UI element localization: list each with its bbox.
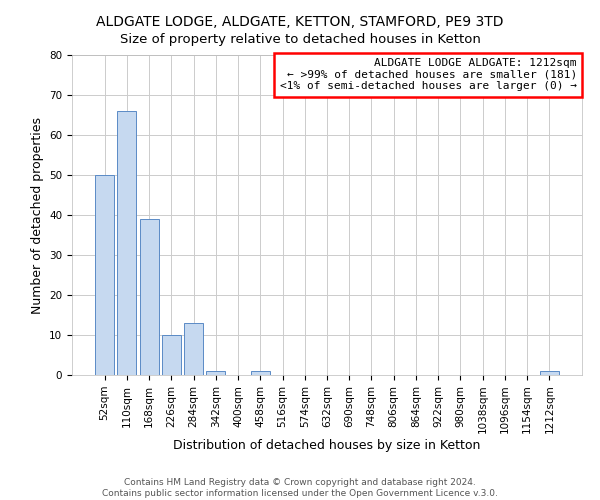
Bar <box>118 111 136 375</box>
Text: ALDGATE LODGE ALDGATE: 1212sqm
← >99% of detached houses are smaller (181)
<1% o: ALDGATE LODGE ALDGATE: 1212sqm ← >99% of… <box>280 58 577 92</box>
Bar <box>251 371 270 375</box>
Bar <box>95 175 114 375</box>
Text: ALDGATE LODGE, ALDGATE, KETTON, STAMFORD, PE9 3TD: ALDGATE LODGE, ALDGATE, KETTON, STAMFORD… <box>96 15 504 29</box>
X-axis label: Distribution of detached houses by size in Ketton: Distribution of detached houses by size … <box>173 439 481 452</box>
Bar <box>540 371 559 375</box>
Bar <box>184 323 203 375</box>
Bar <box>162 335 181 375</box>
Y-axis label: Number of detached properties: Number of detached properties <box>31 116 44 314</box>
Text: Size of property relative to detached houses in Ketton: Size of property relative to detached ho… <box>119 32 481 46</box>
Bar <box>206 371 225 375</box>
Text: Contains HM Land Registry data © Crown copyright and database right 2024.
Contai: Contains HM Land Registry data © Crown c… <box>102 478 498 498</box>
Bar <box>140 219 158 375</box>
